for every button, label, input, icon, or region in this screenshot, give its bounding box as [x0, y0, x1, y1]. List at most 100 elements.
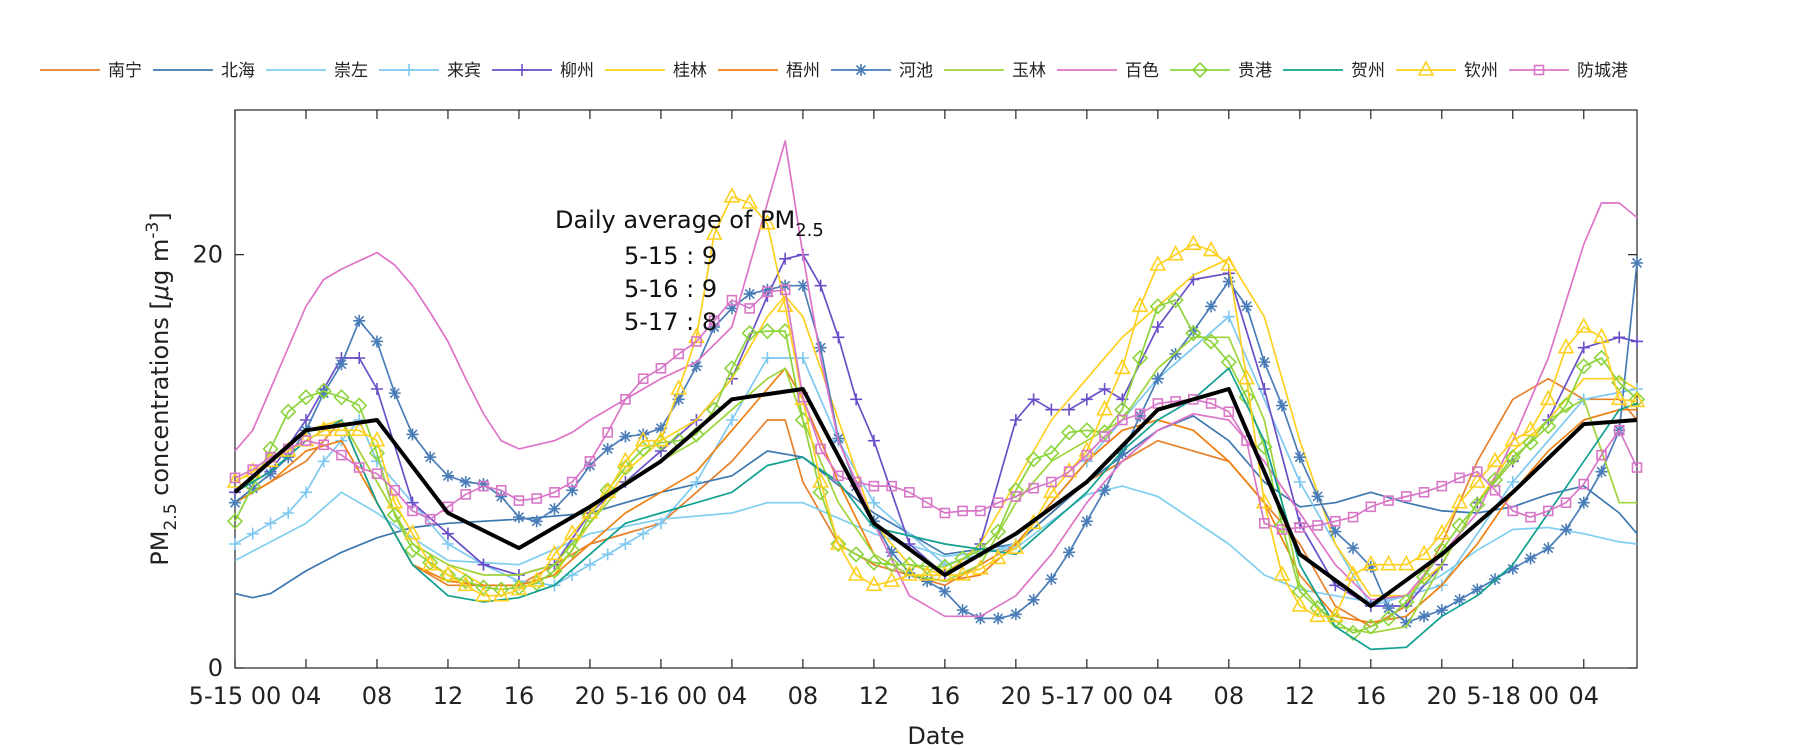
data-point-marker — [956, 604, 969, 617]
data-point-marker — [439, 565, 457, 581]
data-point-marker — [1081, 449, 1093, 461]
data-point-marker — [460, 489, 472, 500]
data-point-marker — [262, 440, 279, 458]
series-百色 — [234, 140, 1638, 618]
legend-label: 梧州 — [786, 61, 820, 81]
data-point-marker — [1613, 425, 1625, 436]
data-point-marker — [1009, 608, 1022, 621]
data-point-marker — [1415, 568, 1433, 586]
data-point-marker — [1028, 482, 1039, 494]
data-point-marker — [1504, 430, 1522, 447]
data-point-marker — [495, 490, 508, 503]
data-point-marker — [1610, 389, 1628, 406]
data-point-marker — [315, 382, 332, 400]
data-point-marker — [1134, 409, 1147, 422]
data-point-marker — [637, 428, 650, 441]
data-point-marker — [1202, 333, 1220, 350]
x-tick-label: 04 — [1568, 682, 1599, 710]
data-point-marker — [1453, 593, 1466, 606]
data-point-marker — [1149, 298, 1166, 315]
data-point-marker — [883, 571, 900, 587]
data-point-marker — [1151, 372, 1164, 385]
legend-item-钦州: 钦州 — [1396, 60, 1498, 81]
series-line — [234, 485, 1638, 603]
data-point-marker — [708, 315, 720, 327]
data-point-marker — [1098, 484, 1111, 497]
data-point-marker — [1205, 300, 1218, 313]
data-point-marker — [921, 497, 933, 508]
legend-item-南宁: 南宁 — [40, 61, 142, 81]
data-point-marker — [1506, 476, 1519, 488]
data-point-marker — [1522, 434, 1539, 451]
data-point-marker — [546, 562, 563, 579]
y-axis-label-sub: 2.5 — [161, 503, 181, 530]
data-point-marker — [1043, 444, 1060, 462]
data-point-marker — [317, 455, 330, 468]
legend-label: 玉林 — [1012, 61, 1046, 81]
data-point-marker — [832, 331, 845, 344]
data-point-marker — [549, 487, 560, 498]
data-point-marker — [368, 430, 386, 447]
data-point-marker — [637, 373, 649, 384]
data-point-marker — [812, 484, 829, 501]
data-point-marker — [901, 556, 918, 573]
data-point-marker — [1364, 560, 1377, 573]
data-point-marker — [371, 468, 383, 480]
data-point-marker — [723, 187, 741, 203]
data-point-marker — [637, 527, 650, 540]
data-point-marker — [264, 517, 277, 530]
data-point-marker — [457, 573, 474, 590]
data-point-marker — [759, 213, 776, 230]
data-point-marker — [744, 303, 755, 314]
data-point-marker — [759, 323, 776, 340]
data-point-marker — [989, 523, 1007, 540]
legend-item-贺州: 贺州 — [1283, 61, 1385, 81]
legend-item-河池: 河池 — [831, 61, 933, 81]
average-line — [233, 387, 1638, 608]
data-point-marker — [1167, 292, 1184, 309]
data-point-marker — [725, 302, 738, 315]
data-point-marker — [1365, 501, 1377, 513]
data-point-marker — [1187, 325, 1200, 338]
series-防城港 — [229, 284, 1643, 535]
data-point-marker — [670, 379, 688, 395]
data-point-marker — [1330, 515, 1341, 527]
legend-item-来宾: 来宾 — [379, 61, 481, 81]
data-point-marker — [1380, 554, 1397, 571]
data-point-marker — [779, 252, 792, 265]
data-point-marker — [421, 554, 439, 571]
data-point-marker — [1347, 542, 1360, 555]
data-point-marker — [441, 469, 454, 482]
x-tick-label: 20 — [1427, 682, 1458, 710]
data-point-marker — [975, 505, 986, 517]
data-point-marker — [528, 571, 546, 587]
data-point-marker — [1240, 300, 1253, 313]
series-line — [234, 195, 1638, 618]
y-axis-label-main: PM — [146, 531, 174, 566]
data-point-marker — [1238, 368, 1255, 385]
data-point-marker — [333, 389, 350, 406]
data-point-marker — [617, 451, 634, 468]
series-line — [234, 257, 1638, 597]
data-point-marker — [654, 422, 667, 435]
data-point-marker — [1063, 466, 1075, 477]
data-point-marker — [441, 527, 454, 540]
data-point-marker — [957, 505, 968, 517]
data-point-marker — [404, 542, 421, 559]
data-point-marker — [300, 435, 312, 446]
data-point-marker — [867, 496, 880, 509]
legend-item-贵港: 贵港 — [1170, 61, 1272, 81]
data-point-marker — [1309, 599, 1326, 617]
data-point-marker — [1397, 554, 1415, 571]
annotation-line-5-15: 5-15 : 9 — [624, 242, 717, 270]
annotation-line-5-16: 5-16 : 9 — [624, 275, 717, 303]
legend-label: 桂林 — [673, 61, 707, 81]
data-point-marker — [939, 507, 951, 519]
data-point-marker — [885, 546, 898, 559]
legend-label: 北海 — [221, 61, 255, 81]
data-point-marker — [1533, 64, 1545, 76]
data-point-marker — [495, 484, 507, 496]
data-point-marker — [1557, 337, 1575, 354]
data-point-marker — [351, 397, 368, 414]
data-point-marker — [1489, 484, 1501, 496]
